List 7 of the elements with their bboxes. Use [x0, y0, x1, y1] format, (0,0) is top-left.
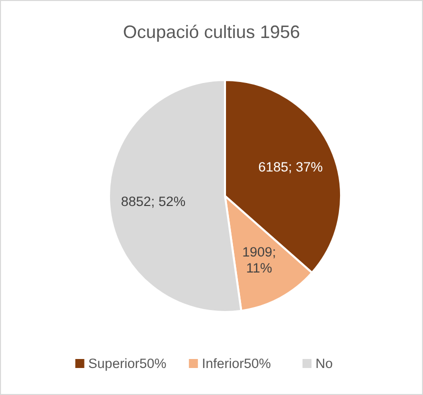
- data-label: 1909; 11%: [242, 244, 276, 276]
- legend-label: Inferior50%: [202, 356, 271, 371]
- chart-title: Ocupació cultius 1956: [122, 22, 300, 42]
- data-label: 8852; 52%: [120, 194, 186, 210]
- legend-label: Superior50%: [88, 356, 166, 371]
- legend-label: No: [316, 356, 333, 371]
- data-label: 6185; 37%: [258, 159, 323, 174]
